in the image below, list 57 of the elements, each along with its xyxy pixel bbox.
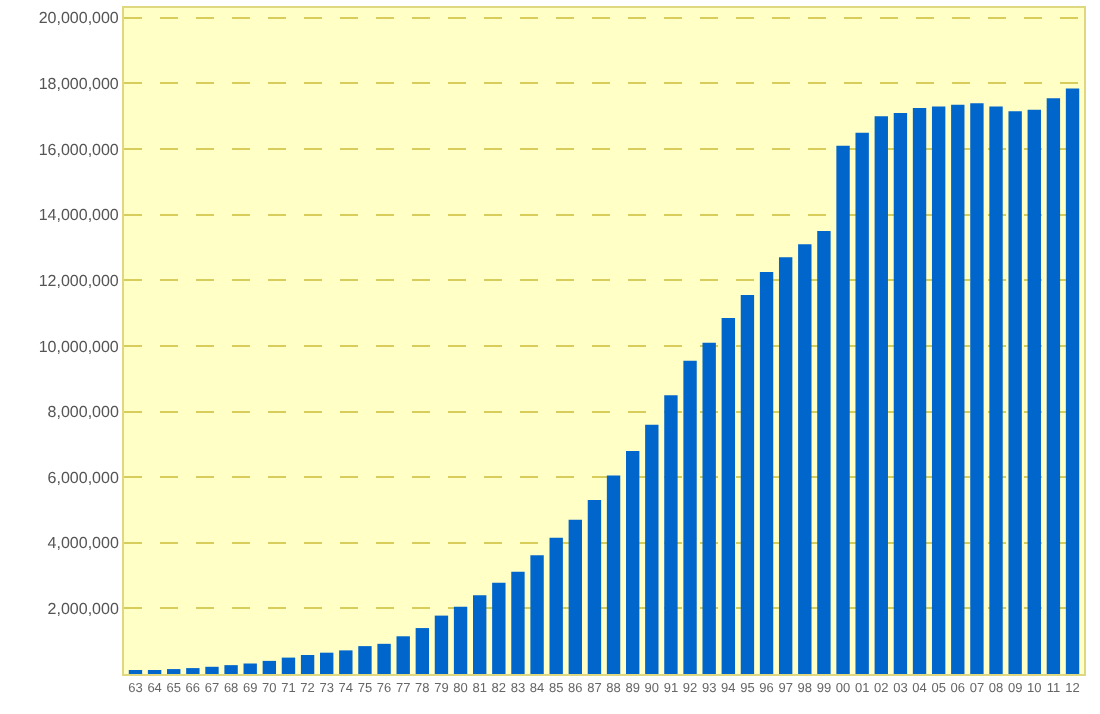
bar [702, 342, 716, 674]
y-tick-label: 8,000,000 [47, 403, 120, 422]
bar [243, 663, 257, 674]
bar [893, 112, 908, 674]
bar [721, 318, 735, 674]
y-tick-label: 16,000,000 [38, 140, 120, 159]
bar [817, 231, 831, 674]
bar [606, 475, 621, 674]
bar [377, 643, 391, 674]
bar [855, 132, 869, 674]
bar [759, 272, 774, 674]
bar [664, 395, 678, 674]
y-tick-label: 4,000,000 [47, 534, 120, 553]
bar [300, 654, 315, 674]
bar [778, 257, 793, 674]
y-tick-label: 12,000,000 [38, 271, 120, 290]
bar [626, 450, 640, 674]
bar [798, 244, 812, 674]
y-tick-label: 14,000,000 [38, 206, 120, 225]
bar [262, 660, 277, 674]
bar [549, 537, 563, 674]
bar [339, 650, 353, 674]
bar [1046, 98, 1061, 674]
bar [224, 665, 238, 674]
bar [320, 652, 334, 674]
bar [186, 668, 200, 674]
bar [836, 145, 850, 674]
bar [1065, 88, 1080, 674]
bar [1027, 109, 1041, 674]
bar [492, 582, 506, 674]
bar [434, 615, 449, 674]
bar [874, 116, 888, 674]
bar [530, 555, 544, 674]
y-tick-label: 6,000,000 [47, 468, 120, 487]
bar [358, 646, 372, 674]
bar [951, 104, 965, 674]
bar [587, 500, 602, 674]
bar [931, 106, 946, 674]
bar [511, 571, 525, 674]
bar [1008, 111, 1022, 674]
bar [989, 106, 1003, 674]
bar [473, 595, 487, 674]
bar [205, 666, 219, 674]
bar [396, 636, 410, 674]
bar [740, 295, 755, 674]
bar [683, 360, 697, 674]
bar [645, 424, 659, 674]
y-tick-label: 2,000,000 [47, 599, 120, 618]
y-tick-label: 10,000,000 [38, 337, 120, 356]
bar [970, 103, 984, 674]
bar [453, 606, 468, 674]
bar [912, 108, 927, 674]
bar [415, 628, 430, 674]
y-tick-label: 20,000,000 [38, 9, 120, 28]
bar [281, 657, 296, 674]
bar [568, 519, 582, 674]
y-tick-label: 18,000,000 [38, 75, 120, 94]
